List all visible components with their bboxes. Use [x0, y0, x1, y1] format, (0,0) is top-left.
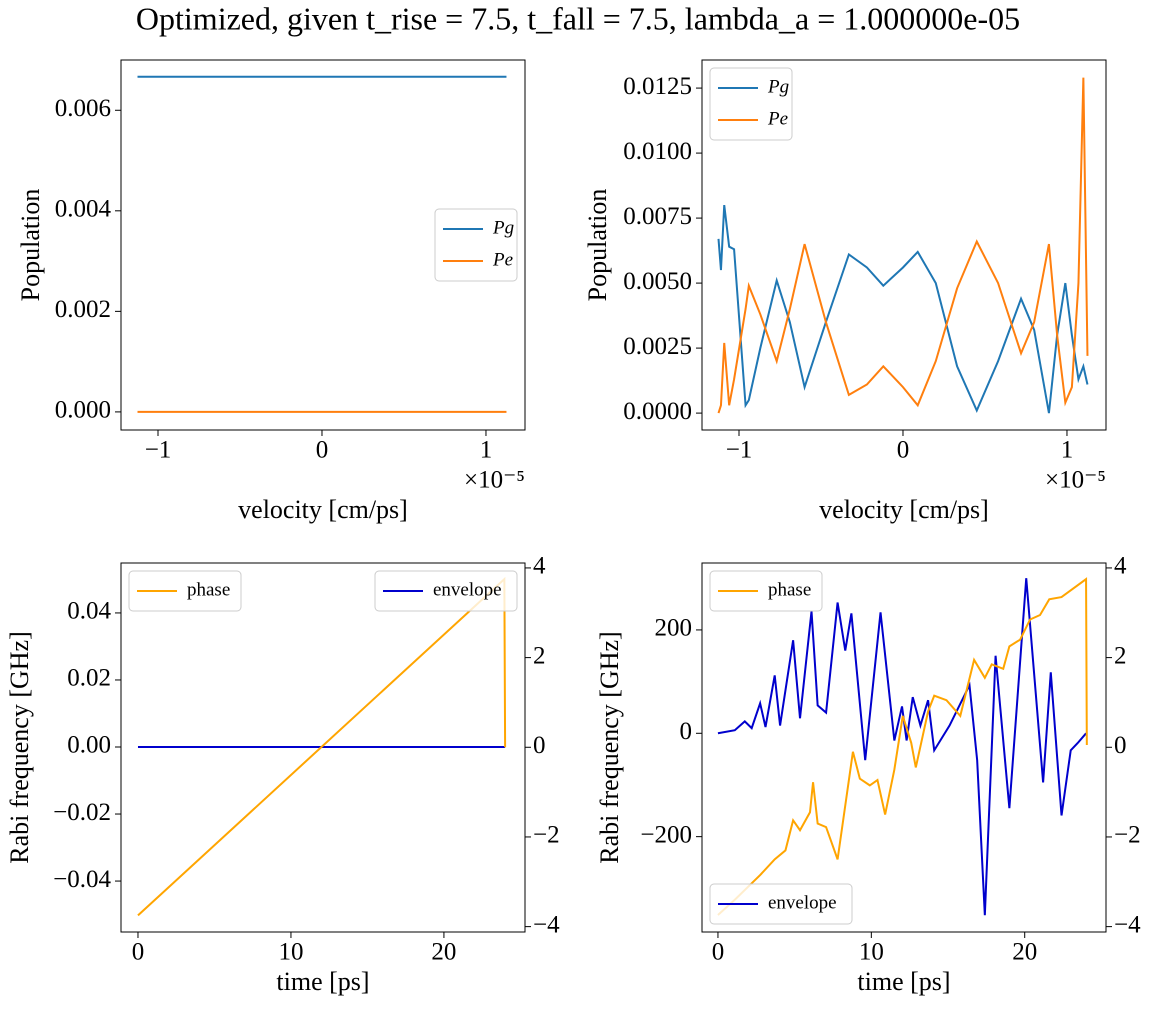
legend: phase	[709, 570, 823, 612]
figure-title: Optimized, given t_rise = 7.5, t_fall = …	[136, 0, 1020, 36]
y-tick-label: 0.00	[67, 732, 111, 759]
y-tick-label: 0.004	[55, 196, 112, 223]
legend: Pg Pe	[434, 208, 518, 282]
x-tick-label: 0	[897, 437, 910, 464]
y-axis-label: Population	[16, 189, 45, 302]
y-tick-label: 0.0000	[623, 398, 692, 425]
legend-box	[434, 208, 518, 282]
x-tick-label: 10	[278, 939, 303, 966]
x-tick-label: 20	[1012, 939, 1037, 966]
legend-label: Pe	[492, 249, 513, 270]
y2-tick-label: 4	[1114, 553, 1127, 580]
legend-box	[709, 570, 823, 612]
series-line	[717, 578, 1087, 916]
legend-label: Pg	[767, 76, 789, 97]
legend-label: envelope	[768, 892, 837, 913]
x-offset-label: ×10⁻⁵	[1045, 467, 1106, 494]
series-line	[717, 77, 1089, 414]
x-axis-label: velocity [cm/ps]	[238, 495, 408, 524]
x-axis-label: time [ps]	[857, 967, 950, 996]
x-tick-label: 0	[712, 939, 725, 966]
legend: envelope	[374, 570, 518, 612]
y2-tick-label: 2	[1114, 642, 1127, 669]
y-tick-label: 200	[655, 615, 693, 642]
y-tick-label: −0.02	[53, 799, 111, 826]
legend-box	[709, 67, 793, 141]
y-axis-label: Rabi frequency [GHz]	[5, 631, 34, 863]
x-tick-label: 0	[316, 437, 329, 464]
y-axis-label: Population	[583, 189, 612, 302]
x-tick-label: 0	[132, 939, 145, 966]
legend-label: phase	[187, 579, 230, 600]
plot-area	[120, 59, 526, 431]
y2-tick-label: 0	[1114, 732, 1127, 759]
y-tick-label: 0.0025	[623, 333, 692, 360]
y-tick-label: 0.02	[67, 665, 111, 692]
x-offset-label: ×10⁻⁵	[464, 467, 525, 494]
x-tick-label: 1	[1061, 437, 1074, 464]
y-tick-label: 0.0100	[623, 138, 692, 165]
y2-tick-label: −4	[533, 911, 560, 938]
y-axis-label: Rabi frequency [GHz]	[595, 631, 624, 863]
y-tick-label: 0.04	[67, 598, 111, 625]
plot-area	[701, 59, 1107, 431]
y2-tick-label: 4	[533, 553, 546, 580]
legend-label: Pg	[492, 217, 514, 238]
y2-tick-label: −4	[1114, 911, 1141, 938]
x-axis-label: time [ps]	[276, 967, 369, 996]
x-axis-label: velocity [cm/ps]	[819, 495, 989, 524]
legend: envelope	[709, 883, 853, 925]
legend-box	[128, 570, 242, 612]
y2-tick-label: −2	[533, 822, 560, 849]
x-tick-label: −1	[145, 437, 172, 464]
legend-box	[374, 570, 518, 612]
y2-tick-label: 2	[533, 642, 546, 669]
y-tick-label: 0.0125	[623, 73, 692, 100]
y-tick-label: 0	[680, 718, 693, 745]
legend-label: phase	[768, 579, 811, 600]
y-tick-label: 0.002	[55, 296, 111, 323]
x-tick-label: 20	[431, 939, 456, 966]
y-tick-label: 0.0050	[623, 268, 692, 295]
y-tick-label: −200	[640, 821, 692, 848]
y-tick-label: 0.0075	[623, 203, 692, 230]
x-tick-label: −1	[726, 437, 753, 464]
legend: phase	[128, 570, 242, 612]
y2-tick-label: −2	[1114, 822, 1141, 849]
legend-label: Pe	[767, 108, 788, 129]
series-line	[717, 204, 1089, 414]
legend: Pg Pe	[709, 67, 793, 141]
legend-box	[709, 883, 853, 925]
series-line	[717, 577, 1088, 916]
legend-label: envelope	[433, 579, 502, 600]
y-tick-label: 0.006	[55, 95, 111, 122]
y-tick-label: −0.04	[53, 866, 111, 893]
y2-tick-label: 0	[533, 732, 546, 759]
x-tick-label: 1	[480, 437, 493, 464]
y-tick-label: 0.000	[55, 397, 111, 424]
x-tick-label: 10	[859, 939, 884, 966]
